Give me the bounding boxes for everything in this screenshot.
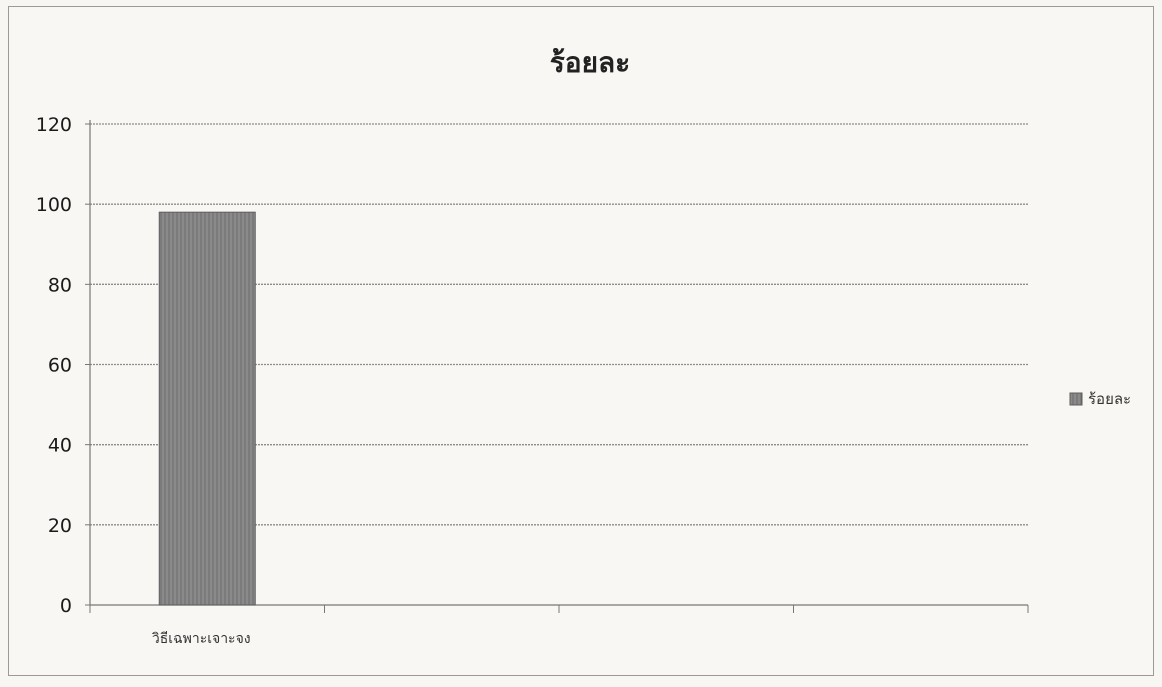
y-tick-label: 0 xyxy=(60,595,72,617)
y-axis-ticks: 0 20 40 60 80 100 120 xyxy=(36,114,72,617)
legend: ร้อยละ xyxy=(1069,390,1131,408)
y-tick-label: 20 xyxy=(48,515,72,537)
x-category-label: วิธีเฉพาะเจาะจง xyxy=(152,631,251,647)
y-tick-label: 60 xyxy=(48,355,72,377)
bar xyxy=(158,211,256,606)
chart-title: ร้อยละ xyxy=(550,46,630,79)
y-tick-label: 120 xyxy=(36,114,72,136)
legend-swatch xyxy=(1069,392,1083,406)
x-axis-labels: วิธีเฉพาะเจาะจง xyxy=(152,631,251,647)
legend-label: ร้อยละ xyxy=(1088,390,1131,408)
y-tick-label: 40 xyxy=(48,435,72,457)
bars xyxy=(158,211,256,606)
y-tick-label: 80 xyxy=(48,274,72,296)
y-tick-label: 100 xyxy=(36,194,72,216)
